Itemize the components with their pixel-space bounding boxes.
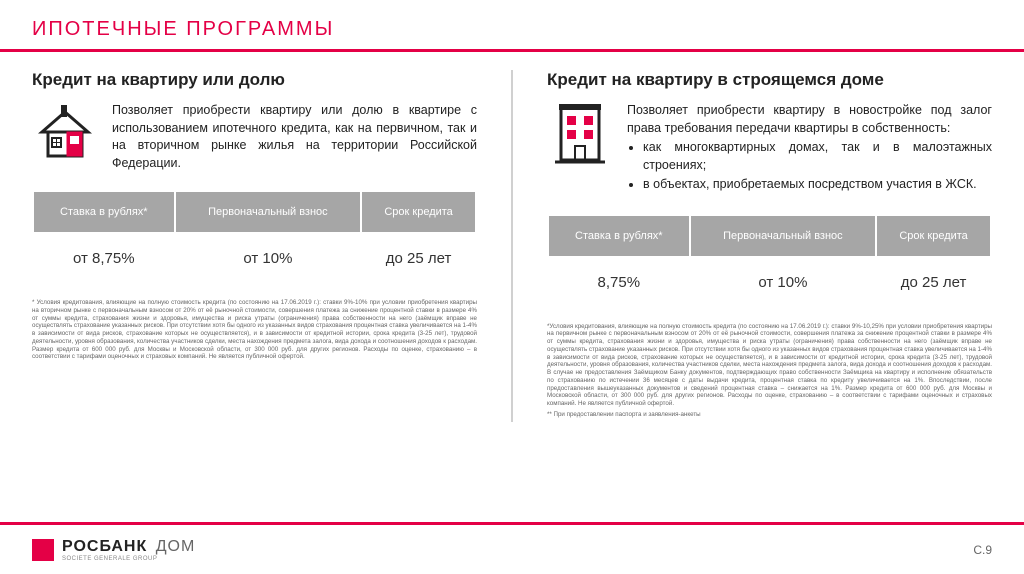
table-cell: до 25 лет	[362, 234, 475, 283]
brand-name-2: ДОМ	[156, 538, 196, 555]
fineprint-line: * Условия кредитования, влияющие на полн…	[32, 299, 477, 361]
logo-square-icon	[32, 539, 54, 561]
table-header: Срок кредита	[362, 192, 475, 232]
desc-bullet: как многоквартирных домах, так и в малоэ…	[643, 139, 992, 174]
brand-tagline: SOCIETE GENERALE GROUP	[62, 556, 195, 562]
params-table: Ставка в рублях* Первоначальный взнос Ср…	[32, 190, 477, 285]
table-header: Срок кредита	[877, 216, 990, 256]
program-column-left: Кредит на квартиру или долю Позволяет пр…	[32, 70, 477, 422]
footer: РОСБАНК ДОМ SOCIETE GENERALE GROUP С.9	[0, 522, 1024, 574]
table-header: Первоначальный взнос	[176, 192, 361, 232]
params-table: Ставка в рублях* Первоначальный взнос Ср…	[547, 214, 992, 309]
program-description: Позволяет приобрести квартиру или долю в…	[112, 102, 477, 172]
desc-bullet: в объектах, приобретаемых посредством уч…	[643, 176, 992, 194]
page-title: ИПОТЕЧНЫЕ ПРОГРАММЫ	[32, 18, 992, 49]
table-cell: до 25 лет	[877, 258, 990, 307]
desc-text: Позволяет приобрести квартиру в новостро…	[627, 103, 992, 135]
fineprint-line: ** При предоставлении паспорта и заявлен…	[547, 411, 992, 419]
table-header: Ставка в рублях*	[549, 216, 689, 256]
brand-name-1: РОСБАНК	[62, 538, 147, 555]
fineprint-line: *Условия кредитования, влияющие на полну…	[547, 323, 992, 408]
page-number: С.9	[973, 543, 992, 557]
column-separator	[511, 70, 513, 422]
table-header: Первоначальный взнос	[691, 216, 876, 256]
table-cell: от 10%	[691, 258, 876, 307]
fineprint: * Условия кредитования, влияющие на полн…	[32, 299, 477, 361]
columns-container: Кредит на квартиру или долю Позволяет пр…	[32, 70, 992, 422]
program-description: Позволяет приобрести квартиру в новостро…	[627, 102, 992, 196]
brand-logo: РОСБАНК ДОМ SOCIETE GENERALE GROUP	[32, 538, 195, 562]
house-icon	[32, 102, 98, 168]
program-heading: Кредит на квартиру или долю	[32, 70, 477, 90]
program-heading: Кредит на квартиру в строящемся доме	[547, 70, 992, 90]
table-cell: от 8,75%	[34, 234, 174, 283]
table-cell: от 10%	[176, 234, 361, 283]
fineprint: *Условия кредитования, влияющие на полну…	[547, 323, 992, 419]
program-column-right: Кредит на квартиру в строящемся доме	[547, 70, 992, 422]
table-header: Ставка в рублях*	[34, 192, 174, 232]
title-divider	[0, 49, 1024, 52]
building-icon	[547, 102, 613, 168]
table-cell: 8,75%	[549, 258, 689, 307]
